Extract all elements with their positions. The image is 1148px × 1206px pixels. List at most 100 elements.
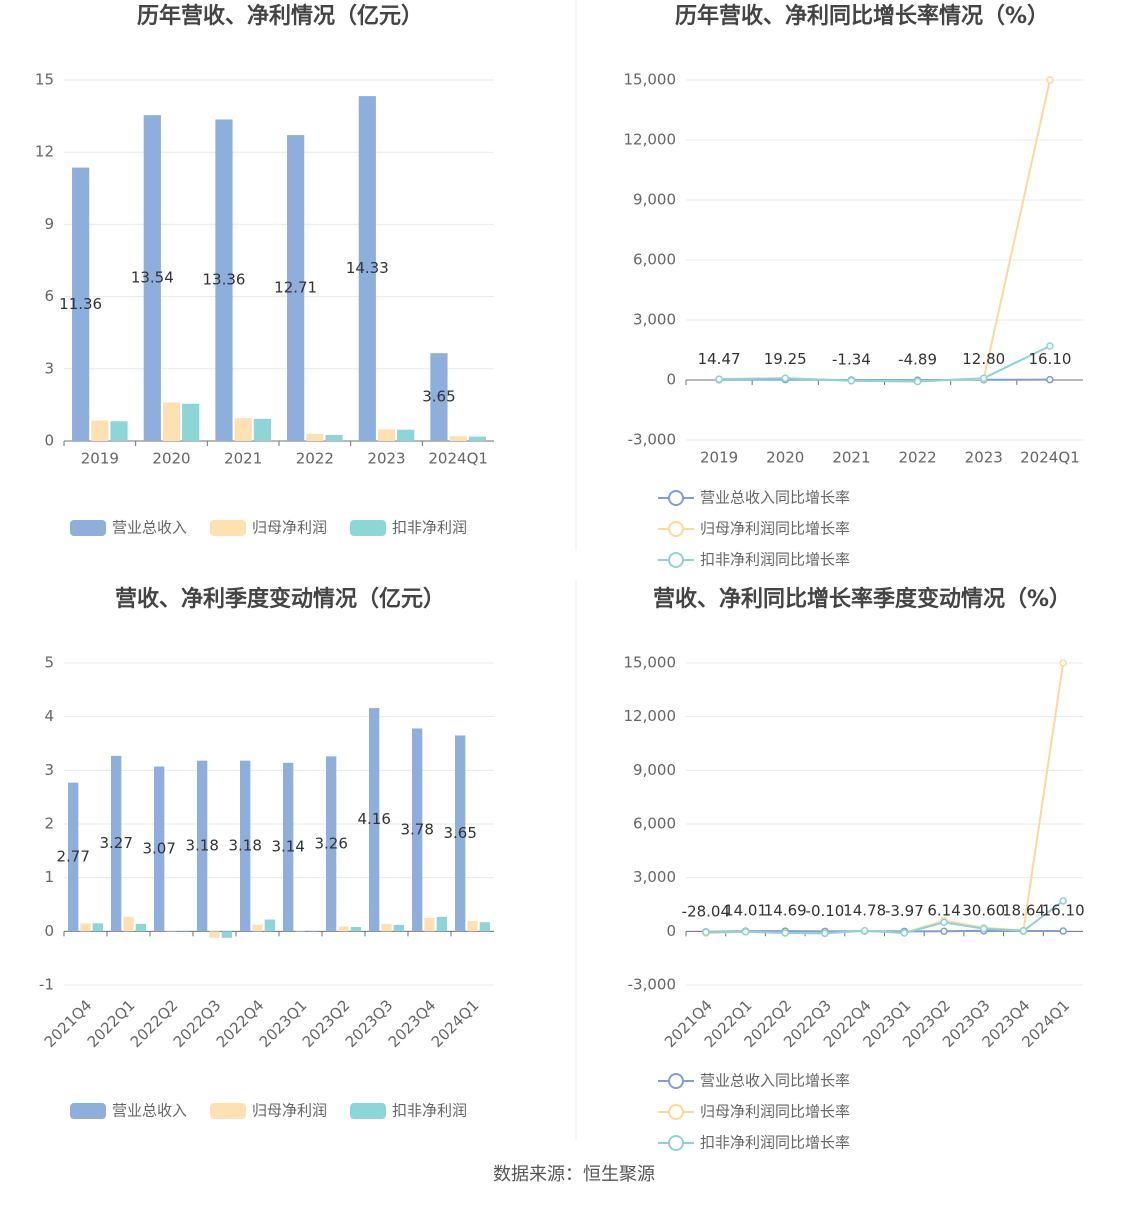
value-label: 30.60	[962, 901, 1005, 919]
x-tick-label: 2023	[965, 449, 1003, 467]
chart-title: 历年营收、净利情况（亿元）	[137, 3, 423, 29]
value-label: 12.71	[274, 279, 317, 297]
y-tick-label: 3,000	[633, 868, 676, 886]
x-tick-label: 2023	[367, 450, 405, 468]
x-tick-label: 2024Q1	[428, 450, 488, 468]
legend-swatch	[669, 1136, 683, 1150]
bar	[123, 917, 133, 931]
y-tick-label: -1	[39, 976, 54, 994]
legend-label: 营业总收入	[112, 1102, 187, 1120]
value-label: 3.18	[228, 837, 261, 855]
value-label: 14.33	[346, 259, 389, 277]
y-tick-label: 3,000	[633, 311, 676, 329]
y-tick-label: 6,000	[633, 815, 676, 833]
value-label: 14.69	[764, 902, 807, 920]
y-tick-label: 12,000	[624, 131, 677, 149]
value-label: 14.78	[843, 902, 886, 920]
legend-label: 营业总收入	[112, 519, 187, 537]
y-tick-label: 9,000	[633, 761, 676, 779]
legend-label: 扣非净利润	[392, 519, 467, 537]
point	[981, 926, 987, 932]
bar	[209, 931, 219, 937]
bar	[295, 931, 305, 932]
bar	[308, 931, 318, 932]
value-label: 3.65	[443, 824, 476, 842]
y-tick-label: 15	[35, 71, 54, 89]
y-tick-label: 12,000	[624, 707, 677, 725]
value-label: -4.89	[898, 351, 937, 369]
bar	[91, 421, 108, 441]
point	[782, 375, 788, 381]
value-label: 3.07	[142, 839, 175, 857]
bar	[80, 923, 90, 931]
value-label: -3.97	[885, 902, 924, 920]
bar	[93, 923, 103, 931]
y-tick-label: 15,000	[624, 71, 677, 89]
bar	[110, 421, 127, 441]
value-label: 3.14	[271, 838, 304, 856]
bar	[163, 402, 180, 441]
bar	[480, 922, 490, 931]
x-tick-label: 2024Q1	[1020, 449, 1080, 467]
y-tick-label: 3	[44, 359, 54, 377]
bar	[437, 917, 447, 931]
point	[901, 930, 907, 936]
value-label: 3.18	[185, 837, 218, 855]
x-tick-label: 2021	[224, 450, 262, 468]
bar	[394, 925, 404, 931]
bar	[136, 924, 146, 932]
legend-swatch	[70, 1103, 106, 1119]
legend-swatch	[669, 553, 683, 567]
y-tick-label: -3,000	[628, 976, 676, 994]
x-tick-label: 2022	[296, 450, 334, 468]
y-tick-label: 1	[44, 868, 54, 886]
y-tick-label: 12	[35, 143, 54, 161]
legend-label: 扣非净利润同比增长率	[700, 1134, 850, 1152]
bar	[222, 931, 232, 937]
legend-label: 扣非净利润同比增长率	[700, 551, 850, 569]
point	[716, 376, 722, 382]
point	[822, 930, 828, 936]
legend-label: 扣非净利润	[392, 1102, 467, 1120]
bar	[424, 918, 434, 931]
point	[848, 378, 854, 384]
bar	[325, 435, 342, 441]
value-label: 3.65	[422, 388, 455, 406]
point	[782, 930, 788, 936]
y-tick-label: 2	[44, 815, 54, 833]
legend-label: 归母净利润	[252, 1102, 327, 1120]
legend-swatch	[350, 520, 386, 536]
legend-label: 营业总收入同比增长率	[700, 489, 850, 507]
point	[703, 929, 709, 935]
y-tick-label: 0	[666, 922, 676, 940]
point	[981, 375, 987, 381]
bar	[338, 927, 348, 932]
bar	[235, 418, 252, 441]
point	[1060, 660, 1066, 666]
legend-swatch	[210, 1103, 246, 1119]
bar	[254, 419, 271, 441]
legend-label: 归母净利润	[252, 519, 327, 537]
value-label: 11.36	[59, 295, 102, 313]
value-label: 19.25	[764, 350, 807, 368]
value-label: 4.16	[357, 810, 390, 828]
y-tick-label: -3,000	[628, 431, 676, 449]
chart-title: 历年营收、净利同比增长率情况（%）	[675, 3, 1049, 29]
point	[941, 919, 947, 925]
legend-swatch	[669, 1074, 683, 1088]
value-label: 3.78	[400, 820, 433, 838]
value-label: 18.64	[1002, 901, 1045, 919]
y-tick-label: 0	[44, 432, 54, 450]
legend-swatch	[70, 520, 106, 536]
legend-label: 归母净利润同比增长率	[700, 1103, 850, 1121]
legend-label: 归母净利润同比增长率	[700, 520, 850, 538]
point	[1047, 77, 1053, 83]
point	[1047, 343, 1053, 349]
x-tick-label: 2021	[832, 449, 870, 467]
y-tick-label: 9,000	[633, 191, 676, 209]
value-label: 3.26	[314, 834, 347, 852]
bar	[306, 434, 323, 441]
value-label: 13.36	[202, 271, 245, 289]
y-tick-label: 5	[44, 654, 54, 672]
